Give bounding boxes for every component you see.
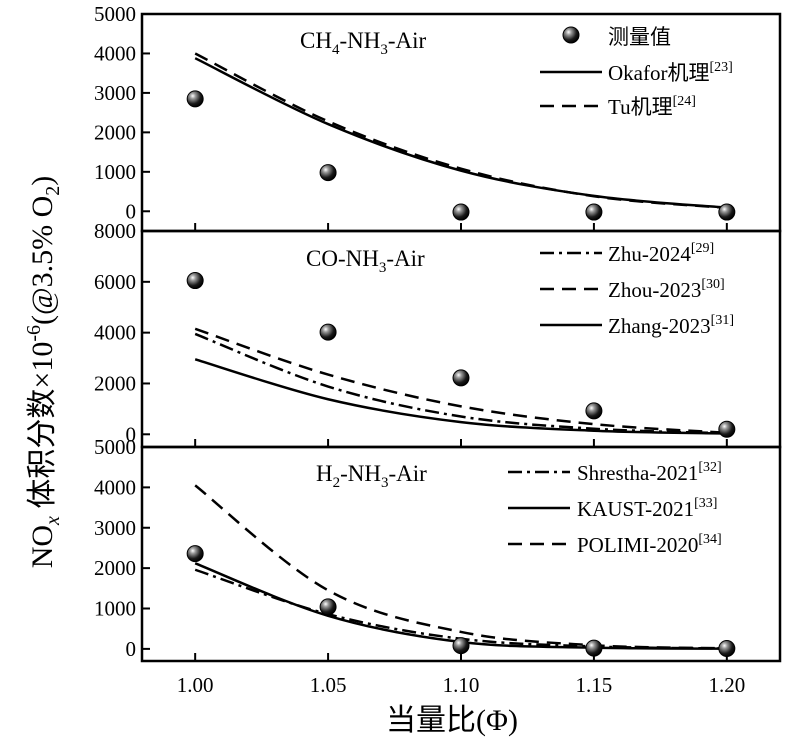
measured-point	[186, 272, 204, 290]
panel-3-y-tick-label: 2000	[94, 556, 136, 580]
panel-1-y-tick-label: 2000	[94, 120, 136, 144]
measured-point	[585, 402, 603, 420]
series-line-shrestha-2021	[194, 568, 727, 650]
legend-kaust-label: KAUST-2021[33]	[577, 496, 717, 521]
legend-panel-1: 测量值 Okafor机理[23] Tu机理[24]	[540, 25, 733, 119]
panel-1-y-tick-label: 3000	[94, 81, 136, 105]
measured-point	[186, 545, 204, 563]
legend-zhou-label: Zhou-2023[30]	[608, 277, 725, 302]
series-line-zhu-2024	[194, 332, 727, 435]
panel-1-y-tick-label: 5000	[94, 2, 136, 26]
panel-1-y-tick-label: 0	[126, 199, 137, 223]
x-tick-label: 1.10	[443, 673, 480, 697]
x-tick-label: 1.15	[576, 673, 613, 697]
measured-point	[585, 203, 603, 221]
panel-3-y-tick-label: 1000	[94, 597, 136, 621]
panel-3-y-tick-label: 3000	[94, 516, 136, 540]
measured-point	[452, 369, 470, 387]
measured-point	[319, 598, 337, 616]
series-line-polimi-2020	[194, 484, 727, 650]
panel-1-y-tick-label: 1000	[94, 160, 136, 184]
panel-2-y-tick-label: 6000	[94, 270, 136, 294]
panel-1-frame	[140, 12, 782, 233]
x-tick-label: 1.05	[310, 673, 347, 697]
panel-2-y-tick-label: 4000	[94, 321, 136, 345]
measured-point	[718, 639, 736, 657]
legend-measured-label: 测量值	[608, 25, 671, 49]
panel-3-title: H2-NH3-Air	[316, 461, 427, 491]
series-line-zhou-2023	[194, 327, 727, 435]
panel-3-y-tick-label: 5000	[94, 435, 136, 459]
panel-1-title: CH4-NH3-Air	[300, 28, 427, 58]
x-tick-label: 1.20	[708, 673, 745, 697]
legend-zhu-label: Zhu-2024[29]	[608, 241, 714, 266]
measured-point	[718, 203, 736, 221]
y-axis-title: NOx 体积分数×10-6(@3.5% O2)	[23, 176, 64, 569]
legend-panel-3: Shrestha-2021[32] KAUST-2021[33] POLIMI-…	[508, 460, 722, 557]
panel-1-y-tick-label: 4000	[94, 41, 136, 65]
legend-tu-label: Tu机理[24]	[608, 94, 696, 119]
panel-2-y-tick-label: 2000	[94, 371, 136, 395]
series-line-kaust-2021	[194, 562, 727, 650]
legend-shrestha-label: Shrestha-2021[32]	[577, 460, 722, 485]
legend-measured-marker	[562, 26, 580, 44]
series-line-tu-	[194, 52, 727, 210]
legend-panel-2: Zhu-2024[29] Zhou-2023[30] Zhang-2023[31…	[540, 241, 734, 338]
measured-point	[585, 639, 603, 657]
panel-2-title: CO-NH3-Air	[306, 246, 425, 276]
panel-2-y-tick-label: 0	[126, 422, 137, 446]
measured-point	[186, 90, 204, 108]
measured-point	[452, 637, 470, 655]
legend-polimi-label: POLIMI-2020[34]	[577, 532, 722, 557]
measured-point	[452, 203, 470, 221]
panel-3-y-tick-label: 4000	[94, 475, 136, 499]
panel-3-y-tick-label: 0	[126, 637, 137, 661]
legend-okafor-label: Okafor机理[23]	[608, 60, 733, 85]
panel-2-y-tick-label: 8000	[94, 219, 136, 243]
measured-point	[718, 420, 736, 438]
measured-point	[319, 323, 337, 341]
legend-zhang-label: Zhang-2023[31]	[608, 313, 734, 338]
x-tick-label: 1.00	[177, 673, 214, 697]
measured-point	[319, 164, 337, 182]
x-axis-title: 当量比(Φ)	[386, 704, 518, 737]
series-line-zhang-2023	[194, 358, 727, 435]
